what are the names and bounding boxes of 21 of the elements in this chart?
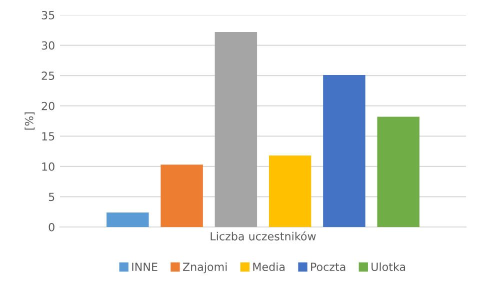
legend-label: INNE xyxy=(132,262,158,271)
legend-label: Znajomi xyxy=(182,262,227,274)
y-tick-label: 5 xyxy=(48,192,54,202)
bar xyxy=(160,164,203,227)
bar xyxy=(323,74,366,227)
bar xyxy=(214,32,258,227)
x-tick-label: Liczba uczestników xyxy=(210,231,316,240)
legend-label: Ulotka xyxy=(372,262,406,272)
legend-label: Media xyxy=(253,262,285,272)
legend-label: Poczta xyxy=(311,262,346,272)
y-axis-title: [%] xyxy=(24,112,35,130)
bar xyxy=(268,156,312,227)
bar xyxy=(377,116,420,227)
y-tick-label: 10 xyxy=(42,162,54,171)
y-tick-label: 30 xyxy=(42,41,54,50)
y-tick-label: 20 xyxy=(42,102,54,110)
bar xyxy=(106,212,149,227)
y-tick-label: 35 xyxy=(42,10,54,20)
y-tick-label: 0 xyxy=(48,222,54,232)
y-tick-label: 25 xyxy=(42,72,54,80)
y-tick-label: 15 xyxy=(42,132,54,141)
